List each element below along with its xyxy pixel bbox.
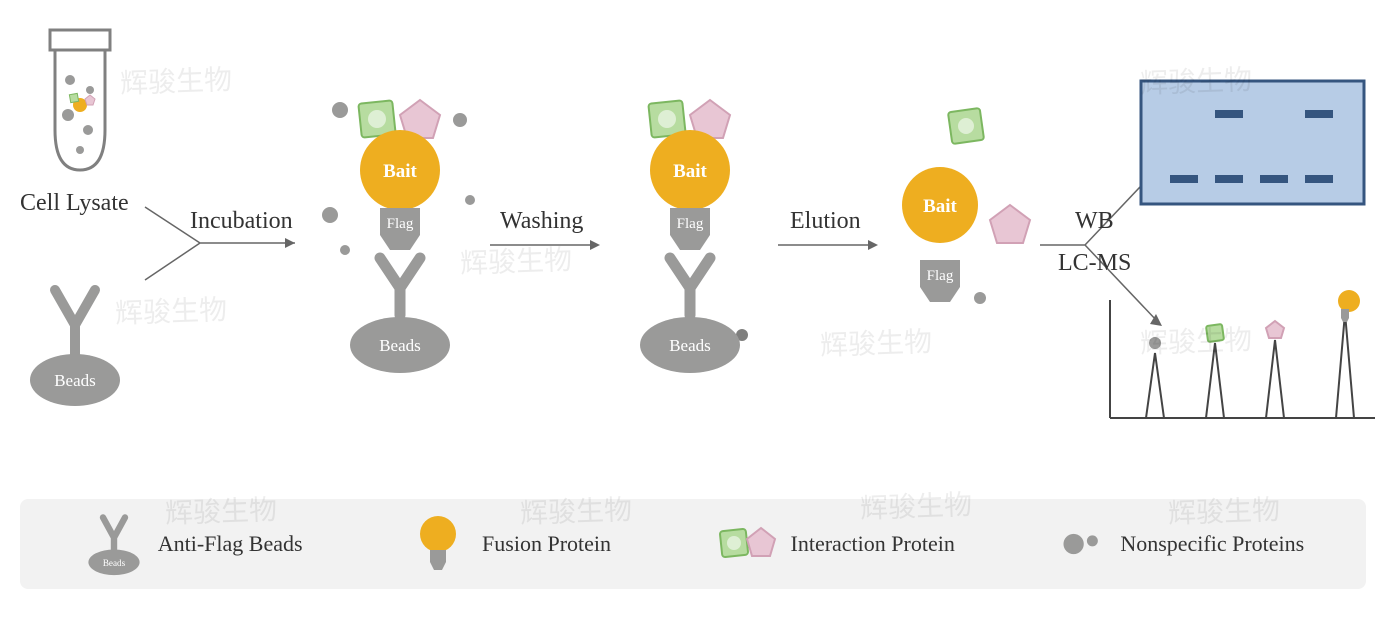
- anti-flag-beads-icon: Beads: [82, 512, 146, 576]
- flag-text-3: Flag: [927, 268, 954, 284]
- beads-text-1: Beads: [379, 336, 421, 355]
- bait-text-3: Bait: [923, 196, 957, 217]
- arrow-elution: [778, 235, 888, 255]
- elution-label: Elution: [790, 208, 861, 235]
- complex-washed: Bait Flag Beads: [600, 80, 780, 380]
- bait-text-2: Bait: [673, 161, 707, 182]
- legend-anti-flag-label: Anti-Flag Beads: [158, 531, 303, 557]
- legend-strip: Beads Anti-Flag Beads Fusion Protein Int…: [20, 499, 1366, 589]
- bait-text-1: Bait: [383, 161, 417, 182]
- legend-fusion: Fusion Protein: [406, 512, 611, 576]
- flag-text-1: Flag: [387, 216, 414, 232]
- beads-text-input: Beads: [54, 371, 96, 390]
- complex-incubation: Bait Flag Beads: [310, 80, 490, 380]
- incubation-label: Incubation: [190, 208, 293, 235]
- diagram-canvas: Cell Lysate Beads Incubation Bait Flag: [0, 0, 1386, 619]
- arrow-washing: [490, 235, 610, 255]
- legend-anti-flag: Beads Anti-Flag Beads: [82, 512, 303, 576]
- lcms-chart: [1100, 290, 1380, 430]
- cell-lysate-tube: [40, 20, 120, 180]
- cell-lysate-label: Cell Lysate: [20, 190, 129, 217]
- wb-label: WB: [1075, 208, 1114, 235]
- lcms-label: LC-MS: [1058, 250, 1131, 277]
- legend-interaction-label: Interaction Protein: [791, 531, 955, 557]
- legend-nonspecific: Nonspecific Proteins: [1058, 512, 1304, 576]
- beads-text-2: Beads: [669, 336, 711, 355]
- nonspecific-proteins-icon: [1058, 512, 1108, 576]
- flag-text-2: Flag: [677, 216, 704, 232]
- western-blot-gel: [1140, 80, 1365, 205]
- input-antiflag-beads: Beads: [20, 280, 140, 410]
- fusion-protein-icon: [406, 512, 470, 576]
- complex-eluted: Bait Flag: [880, 110, 1050, 330]
- legend-nonspecific-label: Nonspecific Proteins: [1120, 531, 1304, 557]
- washing-label: Washing: [500, 208, 583, 235]
- legend-fusion-label: Fusion Protein: [482, 531, 611, 557]
- svg-text:Beads: Beads: [103, 558, 126, 568]
- interaction-protein-icon: [715, 512, 779, 576]
- legend-interaction: Interaction Protein: [715, 512, 955, 576]
